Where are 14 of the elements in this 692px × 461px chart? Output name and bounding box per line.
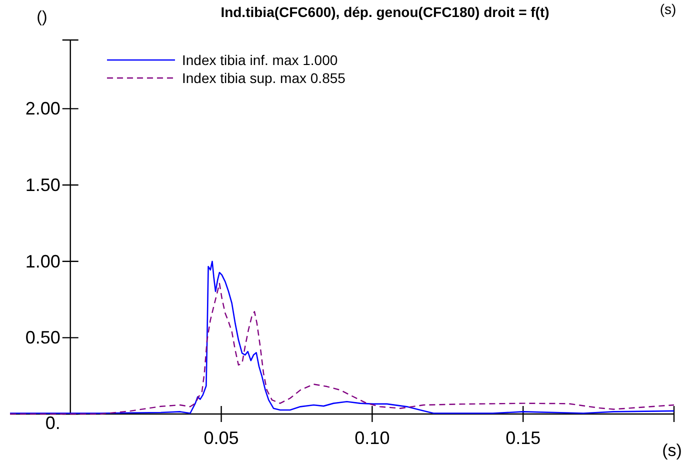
y-tick-label: 1.50 bbox=[25, 175, 60, 196]
y-tick-label: 0.50 bbox=[25, 328, 60, 348]
chart-title: Ind.tibia(CFC600), dép. genou(CFC180) droit = f(t) bbox=[220, 4, 550, 20]
x-tick-label: 0.15 bbox=[506, 428, 541, 448]
x-tick-label: 0.10 bbox=[354, 428, 390, 448]
x-tick-label: 0.05 bbox=[204, 428, 239, 448]
legend-label: Index tibia sup. max 0.855 bbox=[182, 70, 346, 86]
y-tick-label: 2.00 bbox=[25, 98, 60, 119]
legend-label: Index tibia inf. max 1.000 bbox=[182, 52, 338, 68]
x-axis-title: (s) bbox=[662, 441, 682, 460]
text: (s) bbox=[660, 1, 676, 17]
y-tick-label: 0. bbox=[45, 413, 60, 433]
y-axis-title: () bbox=[36, 9, 48, 26]
y-tick-label: 1.00 bbox=[25, 251, 60, 272]
